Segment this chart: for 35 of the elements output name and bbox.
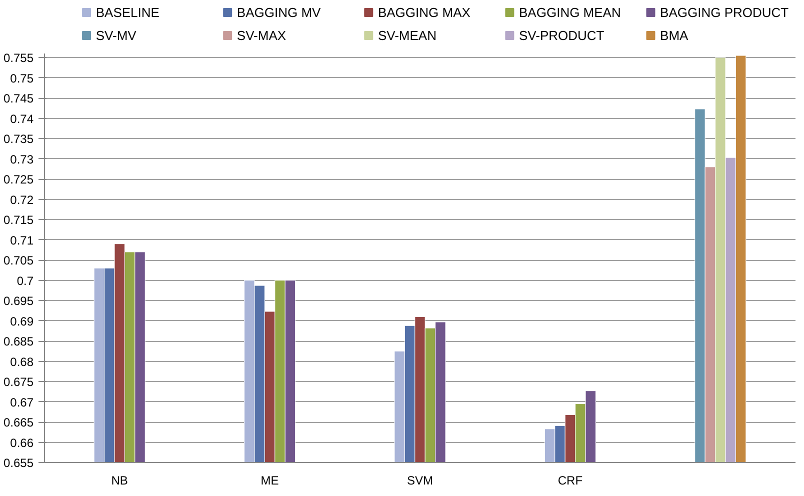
y-tick-label: 0.655 <box>3 456 34 470</box>
x-tick-label: NB <box>111 474 128 488</box>
y-tick-label: 0.735 <box>3 132 34 146</box>
legend-label: BAGGING MEAN <box>519 5 621 20</box>
legend-label: SV-MV <box>96 28 137 43</box>
y-tick-label: 0.67 <box>10 395 34 410</box>
y-tick-label: 0.73 <box>10 152 34 166</box>
y-tick-label: 0.705 <box>3 254 34 268</box>
y-tick-label: 0.695 <box>3 294 34 308</box>
y-tick-label: 0.755 <box>3 51 34 66</box>
legend-label: SV-MEAN <box>378 28 436 43</box>
y-tick-label: 0.71 <box>10 233 34 248</box>
y-tick-label: 0.72 <box>10 192 34 207</box>
x-tick-label: ME <box>260 474 279 488</box>
y-tick-label: 0.665 <box>3 416 34 430</box>
legend-label: SV-PRODUCT <box>519 28 604 43</box>
y-tick-label: 0.7 <box>16 274 34 288</box>
x-tick-label: SVM <box>407 474 434 488</box>
legend-label: BAGGING MV <box>236 5 322 20</box>
y-tick-label: 0.685 <box>3 334 34 349</box>
y-tick-label: 0.745 <box>3 92 34 106</box>
y-tick-label: 0.715 <box>3 213 34 228</box>
legend-label: BASELINE <box>96 5 160 20</box>
legend-label: BMA <box>660 28 689 43</box>
legend-label: BAGGING MAX <box>378 5 471 20</box>
x-tick-label: CRF <box>558 474 583 488</box>
y-tick-label: 0.66 <box>10 436 34 450</box>
legend-label: BAGGING PRODUCT <box>660 5 789 20</box>
y-tick-label: 0.74 <box>10 112 34 126</box>
y-tick-label: 0.75 <box>10 71 34 86</box>
y-tick-label: 0.69 <box>10 314 34 328</box>
legend-label: SV-MAX <box>236 28 286 43</box>
y-tick-label: 0.725 <box>3 172 34 187</box>
y-tick-label: 0.675 <box>3 375 34 390</box>
y-tick-label: 0.68 <box>10 354 34 369</box>
